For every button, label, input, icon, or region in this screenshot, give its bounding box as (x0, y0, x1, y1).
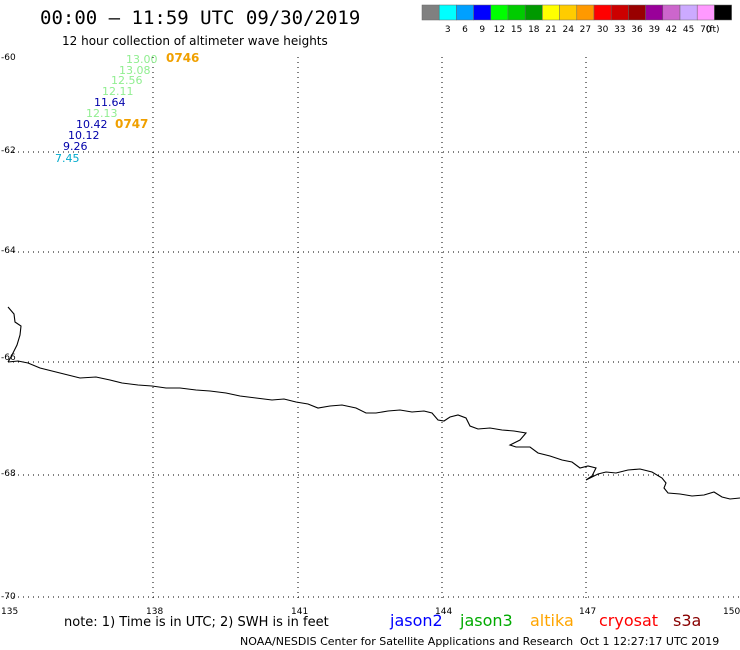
map-title: 00:00 – 11:59 UTC 09/30/2019 (40, 7, 360, 29)
lat-label: -62 (1, 146, 16, 156)
lon-label: 150 (723, 607, 740, 617)
footer-note: note: 1) Time is in UTC; 2) SWH is in fe… (64, 615, 329, 630)
legend-label: 9 (479, 25, 485, 35)
graticule (8, 57, 740, 600)
legend-swatch (628, 4, 646, 21)
legend-label: 21 (545, 25, 556, 35)
wave-height-value: 13.08 (119, 64, 151, 77)
pass-time-label: 0747 (115, 117, 148, 131)
legend-swatch (524, 4, 543, 21)
legend-swatch (714, 4, 732, 21)
legend-swatch (542, 4, 560, 21)
legend-swatch (645, 4, 664, 21)
lat-label: -70 (1, 592, 16, 602)
legend-swatch (438, 4, 457, 21)
legend-label: 39 (648, 25, 660, 35)
legend-label: 45 (683, 25, 694, 35)
latitude-labels: -60 -62 -64 -66 -68 -70 (1, 53, 16, 602)
legend-label: 18 (528, 25, 540, 35)
legend-swatch (696, 4, 715, 21)
legend-swatch (559, 4, 578, 21)
legend-swatch (610, 4, 629, 21)
legend-swatch (473, 4, 492, 21)
wave-height-value: 11.64 (94, 96, 126, 109)
satellite-label-cryosat: cryosat (599, 611, 658, 630)
longitude-labels: 135 138 141 144 147 150 (1, 607, 740, 617)
timestamp: Oct 1 12:27:17 UTC 2019 (580, 635, 719, 648)
legend-label: 3 (445, 25, 451, 35)
credit-line: NOAA/NESDIS Center for Satellite Applica… (240, 635, 573, 648)
legend-swatch (593, 4, 612, 21)
legend-label: 33 (614, 25, 625, 35)
lat-label: -64 (1, 246, 16, 256)
lat-label: -60 (1, 53, 16, 63)
lon-label: 144 (435, 607, 452, 617)
color-legend: 3 6 9 12 15 18 21 24 27 30 33 36 39 42 45 70 (421, 4, 732, 35)
wave-height-value: 7.45 (55, 152, 80, 165)
wave-height-value: 10.42 (76, 118, 108, 131)
map-subtitle: 12 hour collection of altimeter wave hei… (62, 34, 328, 48)
wave-height-value: 10.12 (68, 129, 100, 142)
legend-label: 6 (462, 25, 468, 35)
legend-swatch (576, 4, 595, 21)
legend-label: 27 (580, 25, 591, 35)
coastline (7, 306, 740, 500)
lon-label: 147 (579, 607, 596, 617)
satellite-label-s3a: s3a (673, 611, 701, 630)
wave-height-value: 12.11 (102, 85, 134, 98)
legend-label: 15 (511, 25, 522, 35)
pass-time-label: 0746 (166, 51, 199, 65)
lon-label: 138 (146, 607, 163, 617)
satellite-label-jason3: jason3 (459, 611, 513, 630)
wave-height-value: 9.26 (63, 140, 88, 153)
legend-swatch (507, 4, 526, 21)
satellite-label-altika: altika (530, 611, 574, 630)
legend-unit: (ft) (706, 25, 720, 35)
lat-label: -66 (1, 353, 16, 363)
lat-label: -68 (1, 469, 16, 479)
legend-label: 30 (597, 25, 609, 35)
legend-label: 24 (562, 25, 574, 35)
lon-label: 135 (1, 607, 18, 617)
legend-label: 70 (700, 25, 712, 35)
lon-label: 141 (291, 607, 308, 617)
wave-height-value: 13.00 (126, 53, 158, 66)
wave-height-value: 12.13 (86, 107, 118, 120)
satellite-label-jason2: jason2 (389, 611, 443, 630)
wave-height-readings: 13.00 13.08 12.56 12.11 11.64 12.13 10.4… (55, 53, 158, 165)
map-frame (8, 57, 740, 600)
legend-label: 36 (631, 25, 643, 35)
legend-swatch (456, 4, 474, 21)
legend-label: 42 (666, 25, 677, 35)
legend-swatch (679, 4, 698, 21)
legend-swatch (490, 4, 509, 21)
legend-swatch (662, 4, 681, 21)
legend-swatch (421, 4, 440, 21)
legend-label: 12 (494, 25, 505, 35)
wave-height-value: 12.56 (111, 74, 143, 87)
